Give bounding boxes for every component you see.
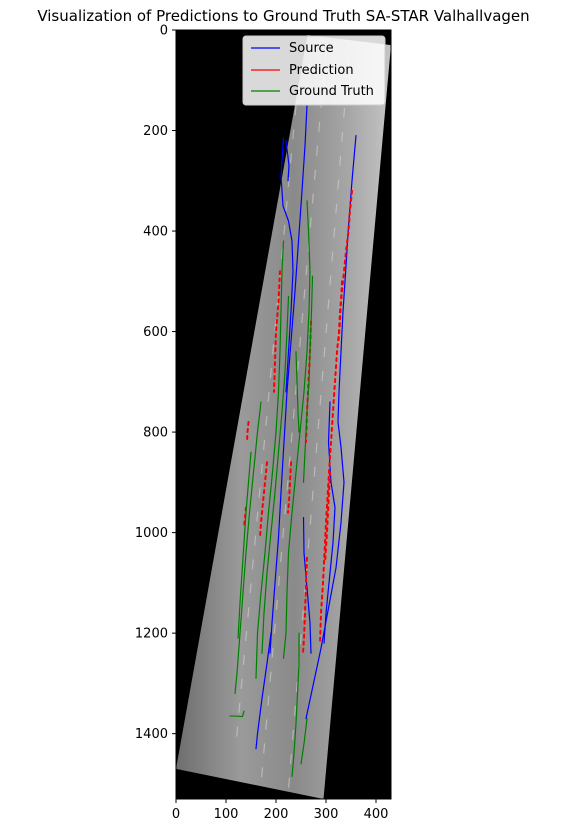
ground-truth-track: [261, 295, 290, 654]
ground-truth-track: [302, 275, 314, 483]
source-track: [280, 137, 294, 393]
legend-label-prediction: Prediction: [289, 63, 354, 78]
plot-frame: [175, 29, 392, 800]
legend-label-source: Source: [289, 41, 334, 56]
y-tick-label: 0: [160, 24, 168, 39]
source-track: [302, 516, 312, 654]
ground-truth-track: [229, 710, 245, 718]
ground-truth-track: [234, 401, 262, 695]
road-lane-marking: [260, 50, 327, 784]
ground-truth-track: [255, 240, 285, 679]
prediction-track: [259, 461, 268, 539]
legend-entry-source: Source: [251, 41, 334, 56]
source-track: [255, 632, 272, 750]
legend-label-ground-truth: Ground Truth: [289, 84, 374, 99]
ground-truth-track: [291, 632, 300, 777]
x-tick-label: 300: [314, 807, 339, 822]
series-ground-truth: [229, 200, 314, 777]
x-axis: 0 100 200 300 400: [172, 799, 389, 822]
prediction-track: [246, 421, 250, 444]
y-axis: 0 200 400 600 800 1000 1200 1400: [135, 24, 176, 742]
prediction-track: [287, 461, 292, 514]
ground-truth-track: [282, 200, 311, 659]
y-tick-label: 800: [143, 426, 168, 441]
x-tick-label: 100: [214, 807, 239, 822]
y-tick-label: 1000: [135, 526, 168, 541]
y-tick-label: 1200: [135, 627, 168, 642]
plot-area: [175, 29, 392, 800]
source-track: [285, 139, 290, 182]
prediction-track: [324, 471, 331, 564]
x-tick-label: 200: [264, 807, 289, 822]
y-tick-label: 400: [143, 225, 168, 240]
ground-truth-track: [237, 451, 252, 639]
source-track: [269, 104, 308, 654]
prediction-track: [302, 556, 308, 655]
source-track: [323, 401, 336, 644]
prediction-track: [273, 270, 281, 393]
y-tick-label: 600: [143, 325, 168, 340]
y-tick-label: 200: [143, 124, 168, 139]
prediction-track: [319, 189, 353, 645]
chart-title: Visualization of Predictions to Ground T…: [37, 7, 529, 25]
x-tick-label: 0: [172, 807, 180, 822]
legend-entry-prediction: Prediction: [251, 63, 354, 78]
legend-entry-ground-truth: Ground Truth: [251, 84, 374, 99]
aerial-road-image: [176, 35, 391, 799]
x-tick-label: 400: [364, 807, 389, 822]
ground-truth-track: [300, 717, 308, 765]
y-tick-label: 1400: [135, 727, 168, 742]
road-lane-marking: [235, 105, 297, 744]
series-layer: [229, 104, 357, 777]
legend-box: [242, 35, 386, 106]
ground-truth-track: [295, 351, 300, 433]
prediction-track: [337, 280, 343, 343]
legend: Source Prediction Ground Truth: [242, 35, 386, 106]
